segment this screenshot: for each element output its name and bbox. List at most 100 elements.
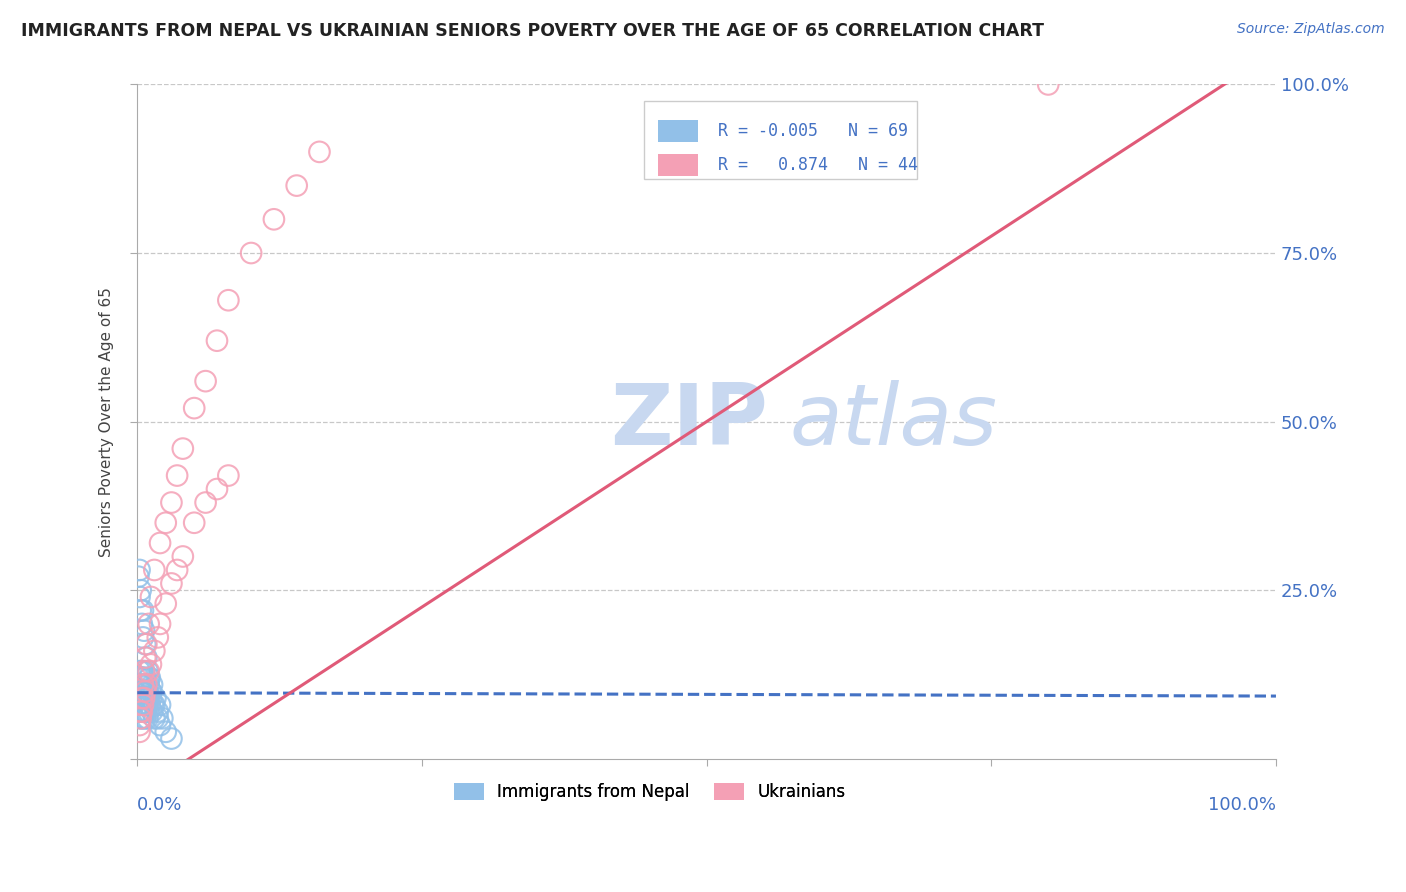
Point: [138, 677, 160, 691]
Point: [143, 711, 166, 725]
Point: [128, 691, 150, 706]
Point: [127, 570, 149, 584]
Point: [143, 644, 166, 658]
Point: [129, 603, 152, 617]
Point: [132, 705, 155, 719]
Point: [146, 711, 169, 725]
Point: [172, 549, 194, 564]
Point: [139, 684, 162, 698]
Text: R = -0.005   N = 69: R = -0.005 N = 69: [718, 122, 908, 140]
Point: [131, 691, 153, 706]
Point: [134, 637, 156, 651]
Point: [139, 691, 162, 706]
FancyBboxPatch shape: [658, 120, 697, 142]
Point: [132, 691, 155, 706]
Point: [129, 671, 152, 685]
Point: [129, 705, 152, 719]
FancyBboxPatch shape: [644, 102, 917, 179]
Point: [128, 664, 150, 678]
Point: [132, 603, 155, 617]
Point: [129, 711, 152, 725]
Point: [127, 671, 149, 685]
Point: [128, 724, 150, 739]
Point: [132, 698, 155, 712]
Text: IMMIGRANTS FROM NEPAL VS UKRAINIAN SENIORS POVERTY OVER THE AGE OF 65 CORRELATIO: IMMIGRANTS FROM NEPAL VS UKRAINIAN SENIO…: [21, 22, 1045, 40]
Point: [138, 671, 160, 685]
Point: [183, 401, 205, 416]
Point: [132, 711, 155, 725]
Point: [141, 705, 163, 719]
Point: [139, 671, 162, 685]
Point: [129, 698, 152, 712]
Point: [139, 590, 162, 604]
Point: [128, 563, 150, 577]
Point: [132, 664, 155, 678]
Point: [132, 624, 155, 638]
Point: [142, 698, 165, 712]
Legend: Immigrants from Nepal, Ukrainians: Immigrants from Nepal, Ukrainians: [447, 776, 852, 808]
Point: [139, 657, 162, 672]
Point: [263, 212, 285, 227]
Point: [135, 677, 157, 691]
Point: [138, 664, 160, 678]
Point: [135, 691, 157, 706]
Point: [143, 563, 166, 577]
Point: [135, 637, 157, 651]
Point: [132, 664, 155, 678]
Point: [131, 691, 153, 706]
Point: [141, 677, 163, 691]
Point: [136, 698, 159, 712]
Point: [128, 590, 150, 604]
Point: [143, 698, 166, 712]
Text: atlas: atlas: [790, 380, 998, 463]
FancyBboxPatch shape: [658, 154, 697, 176]
Point: [150, 711, 173, 725]
Text: R =   0.874   N = 44: R = 0.874 N = 44: [718, 156, 918, 174]
Point: [194, 374, 217, 388]
Point: [160, 495, 183, 509]
Point: [128, 705, 150, 719]
Point: [131, 677, 153, 691]
Y-axis label: Seniors Poverty Over the Age of 65: Seniors Poverty Over the Age of 65: [100, 286, 114, 557]
Point: [139, 698, 162, 712]
Text: Source: ZipAtlas.com: Source: ZipAtlas.com: [1237, 22, 1385, 37]
Text: 100.0%: 100.0%: [1208, 796, 1277, 814]
Point: [135, 691, 157, 706]
Point: [127, 698, 149, 712]
Point: [135, 650, 157, 665]
Point: [135, 705, 157, 719]
Point: [166, 563, 188, 577]
Point: [160, 576, 183, 591]
Point: [129, 684, 152, 698]
Point: [138, 705, 160, 719]
Point: [132, 677, 155, 691]
Point: [149, 536, 172, 550]
Point: [217, 468, 239, 483]
Point: [129, 711, 152, 725]
Point: [155, 597, 177, 611]
Point: [132, 684, 155, 698]
Point: [138, 616, 160, 631]
Point: [194, 495, 217, 509]
Point: [136, 664, 159, 678]
Point: [136, 684, 159, 698]
Point: [129, 583, 152, 598]
Point: [132, 677, 155, 691]
Point: [132, 684, 155, 698]
Point: [240, 246, 263, 260]
Point: [146, 705, 169, 719]
Point: [128, 718, 150, 732]
Point: [308, 145, 330, 159]
Point: [160, 731, 183, 746]
Point: [128, 677, 150, 691]
Point: [146, 631, 169, 645]
Point: [155, 724, 177, 739]
Point: [134, 684, 156, 698]
Point: [285, 178, 308, 193]
Point: [138, 691, 160, 706]
Point: [1038, 78, 1060, 92]
Point: [132, 691, 155, 706]
Point: [172, 442, 194, 456]
Point: [205, 482, 228, 496]
Point: [131, 664, 153, 678]
